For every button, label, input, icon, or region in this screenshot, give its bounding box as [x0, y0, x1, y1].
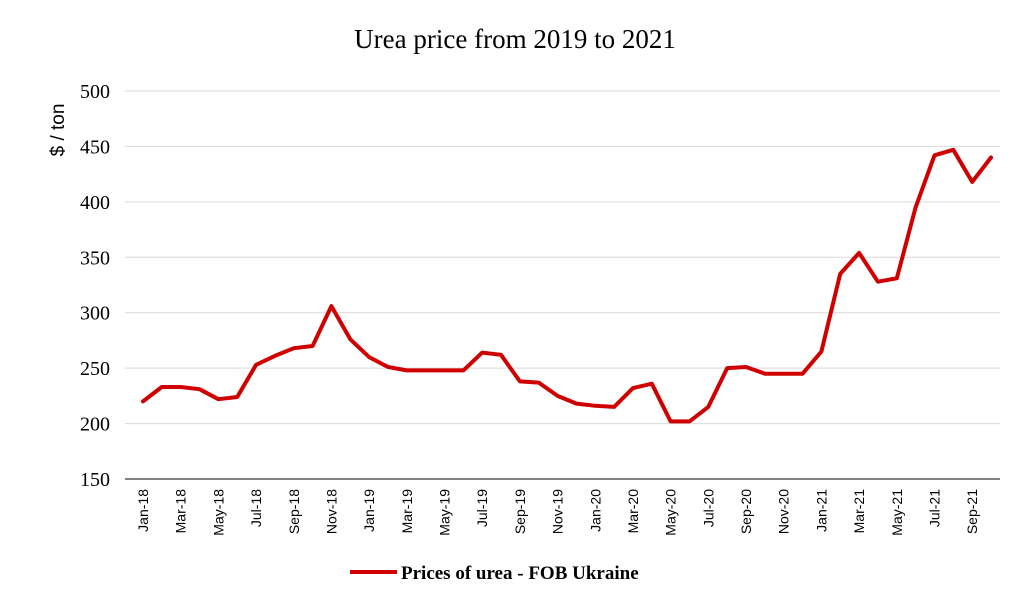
grid-lines — [125, 90, 1000, 425]
x-tick-label: Jan-21 — [813, 489, 829, 532]
y-tick-label: 500 — [80, 81, 110, 103]
y-tick-label: 350 — [80, 247, 110, 269]
x-tick-label: Sep-18 — [286, 489, 302, 534]
legend: Prices of urea - FOB Ukraine — [350, 563, 639, 584]
x-tick-label: Mar-18 — [173, 489, 189, 534]
x-tick-label: Sep-21 — [964, 489, 980, 534]
legend-label: Prices of urea - FOB Ukraine — [401, 563, 639, 584]
x-tick-label: May-20 — [663, 489, 679, 536]
x-tick-labels: Jan-18 Mar-18 May-18 Jul-18 Sep-18 Nov-18 Jan-… — [135, 489, 980, 536]
series-line — [141, 147, 993, 424]
chart-title: Urea price from 2019 to 2021 — [354, 24, 676, 54]
x-tick-label: Jul-20 — [700, 489, 716, 527]
series-group — [141, 147, 993, 424]
x-tick-label: May-19 — [437, 489, 453, 536]
y-tick-label: 450 — [80, 136, 110, 158]
y-tick-label: 200 — [80, 414, 110, 436]
x-tick-label: Mar-20 — [625, 489, 641, 534]
x-tick-label: Nov-18 — [323, 489, 339, 534]
y-tick-label: 400 — [80, 192, 110, 214]
x-tick-label: Sep-20 — [738, 489, 754, 534]
y-tick-labels: 150 200 250 300 350 400 450 500 — [80, 81, 110, 491]
x-tick-label: Jan-18 — [135, 489, 151, 532]
x-tick-label: Sep-19 — [512, 489, 528, 534]
x-tick-label: Nov-19 — [550, 489, 566, 534]
y-tick-label: 250 — [80, 358, 110, 380]
y-axis-label: $ / ton — [48, 104, 69, 157]
x-tick-label: May-21 — [889, 489, 905, 536]
x-tick-label: Mar-21 — [851, 489, 867, 534]
x-tick-label: Jul-18 — [248, 489, 264, 527]
x-tick-label: Mar-19 — [399, 489, 415, 534]
x-tick-label: Nov-20 — [776, 489, 792, 534]
x-tick-label: Jul-19 — [474, 489, 490, 527]
x-tick-label: Jan-19 — [361, 489, 377, 532]
x-tick-label: Jan-20 — [587, 489, 603, 532]
y-tick-label: 150 — [80, 469, 110, 491]
x-tick-label: May-18 — [210, 489, 226, 536]
x-tick-label: Jul-21 — [926, 489, 942, 527]
y-tick-label: 300 — [80, 303, 110, 325]
